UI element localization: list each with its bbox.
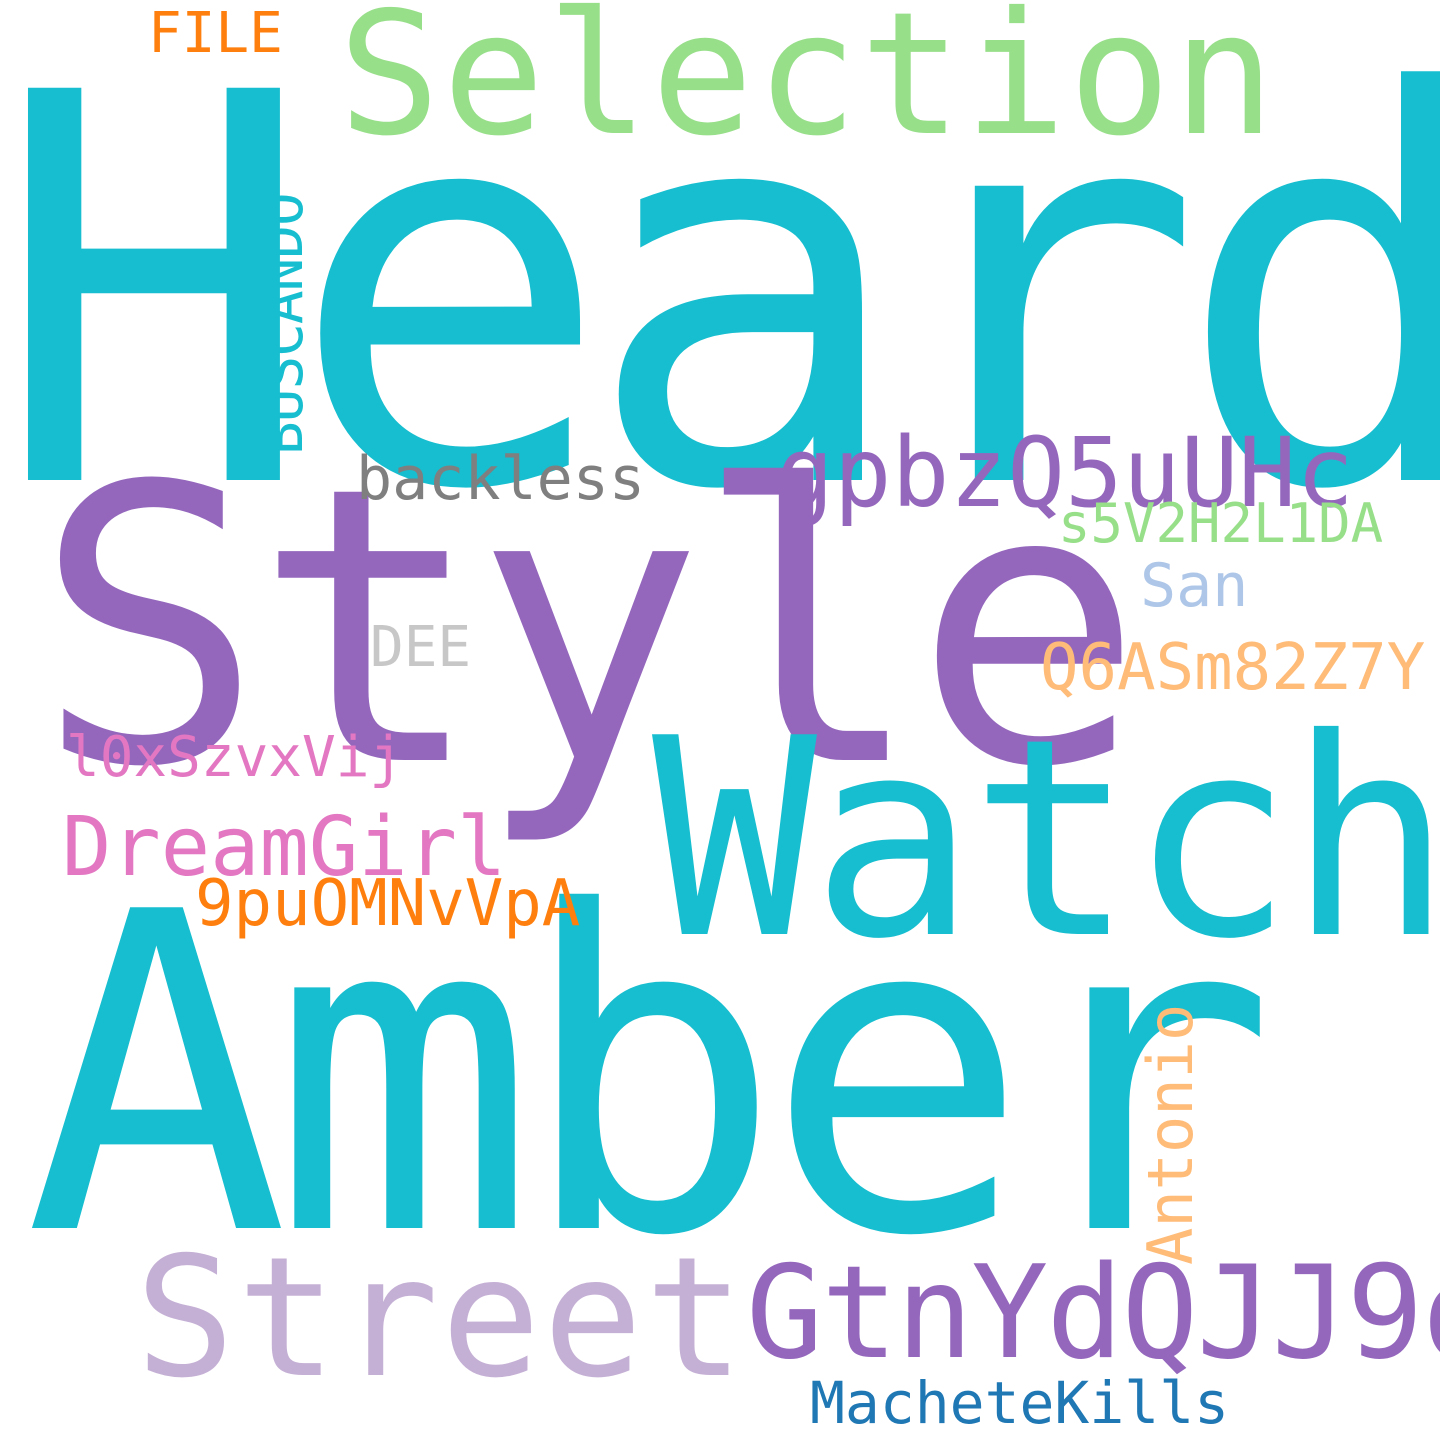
word-dreamgirl: DreamGirl [62,800,507,895]
word-q6asm82z7y: Q6ASm82Z7Y [1040,631,1426,705]
word-heard: Heard [0,0,1440,607]
word-9puomnvvpa: 9puOMNvVpA [195,867,581,941]
word-s5v2h2l1da: s5V2H2L1DA [1058,492,1384,555]
word-watch: Watch [652,680,1440,999]
word-backless: backless [356,444,645,514]
word-antonio: Antonio [1134,1003,1207,1265]
word-gpbzq5uuhc: gpbzQ5uUHc [776,417,1354,529]
word-style: Style [34,406,1144,851]
word-amber: Amber [24,820,1277,1332]
word-san: San [1140,551,1249,621]
word-gtnydqjj9o: GtnYdQJJ9o [746,1239,1440,1388]
word-l0xszvxvij: l0xSzvxVij [66,725,404,790]
word-buscando: BUSCANDO [251,193,316,455]
word-dee: DEE [370,615,472,680]
word-street: Street [135,1222,747,1415]
word-machetekills: MacheteKills [810,1369,1230,1437]
word-file: FILE [148,1,283,66]
word-selection: Selection [338,0,1278,174]
